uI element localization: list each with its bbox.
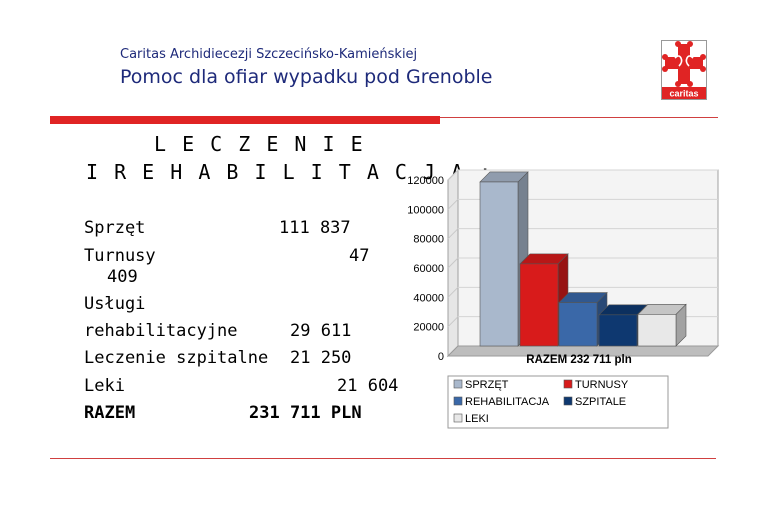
bar-front xyxy=(598,314,638,347)
item-razem-label: RAZEM xyxy=(84,403,136,423)
bar-front xyxy=(558,302,598,347)
legend-box xyxy=(447,375,669,429)
legend-label-sprzęt: SPRZĘT xyxy=(465,379,509,391)
y-tick-label: 100000 xyxy=(407,204,444,216)
gridline-side xyxy=(447,228,459,240)
legend-label-szpitale: SZPITALE xyxy=(575,396,626,408)
heading-line-1: L E C Z E N I E xyxy=(154,132,365,156)
bar-leki xyxy=(637,303,687,347)
header-rule-red xyxy=(50,116,440,124)
legend-label-rehabilitacja: REHABILITACJA xyxy=(465,396,550,408)
y-tick-label: 80000 xyxy=(413,234,444,246)
x-axis-label: RAZEM 232 711 pln xyxy=(526,354,631,366)
bar-chart: 0 20000 40000 60000 80000 100000 120000 RAZEM 2… xyxy=(407,168,720,429)
legend-swatch-turnusy xyxy=(563,379,573,389)
gridline-side xyxy=(447,316,459,328)
item-uslugi-value: 29 611 xyxy=(290,321,352,341)
heading-line-2: I R E H A B I L I T A C J A : xyxy=(86,160,494,184)
gridline-side xyxy=(447,257,459,269)
y-tick-label: 20000 xyxy=(413,322,444,334)
item-razem-value: 231 711 PLN xyxy=(249,403,362,423)
bar-front xyxy=(519,263,559,347)
organization-name: Caritas Archidiecezji Szczecińsko-Kamień… xyxy=(120,47,418,62)
y-tick-label: 120000 xyxy=(407,175,444,187)
legend-swatch-szpitale xyxy=(563,396,573,406)
item-szpital-value: 21 250 xyxy=(290,348,352,368)
item-uslugi-label-b: rehabilitacyjne xyxy=(84,321,238,341)
caritas-logo: caritas xyxy=(661,40,707,100)
gridline-side xyxy=(447,169,459,181)
bar-turnusy xyxy=(519,253,569,347)
legend-swatch-leki xyxy=(453,413,463,423)
legend-swatch-sprzęt xyxy=(453,379,463,389)
legend-label-turnusy: TURNUSY xyxy=(575,379,629,391)
item-turnusy-value-b: 409 xyxy=(107,267,138,287)
y-tick-label: 0 xyxy=(438,351,444,363)
item-leki-value: 21 604 xyxy=(337,376,399,396)
footer-rule xyxy=(50,458,716,459)
item-turnusy-value-a: 47 xyxy=(349,246,370,266)
item-sprzet-value: 111 837 xyxy=(279,218,351,238)
bar-front xyxy=(637,314,677,347)
item-uslugi-label-a: Usługi xyxy=(84,294,146,314)
gridline-side xyxy=(447,198,459,210)
item-sprzet-label: Sprzęt xyxy=(84,218,146,238)
legend-swatch-rehabilitacja xyxy=(453,396,463,406)
item-leki-label: Leki xyxy=(84,376,125,396)
item-szpital-label: Leczenie szpitalne xyxy=(84,348,269,368)
header-rule-thin xyxy=(440,117,718,118)
page-title: Pomoc dla ofiar wypadku pod Grenoble xyxy=(120,66,493,88)
y-tick-label: 60000 xyxy=(413,263,444,275)
bar-front xyxy=(479,181,519,347)
y-tick-label: 40000 xyxy=(413,292,444,304)
bar-rehabilitacja xyxy=(558,291,608,347)
item-turnusy-label: Turnusy xyxy=(84,246,156,266)
legend-label-leki: LEKI xyxy=(465,413,489,425)
svg-text:caritas: caritas xyxy=(669,89,698,99)
gridline-side xyxy=(447,286,459,298)
